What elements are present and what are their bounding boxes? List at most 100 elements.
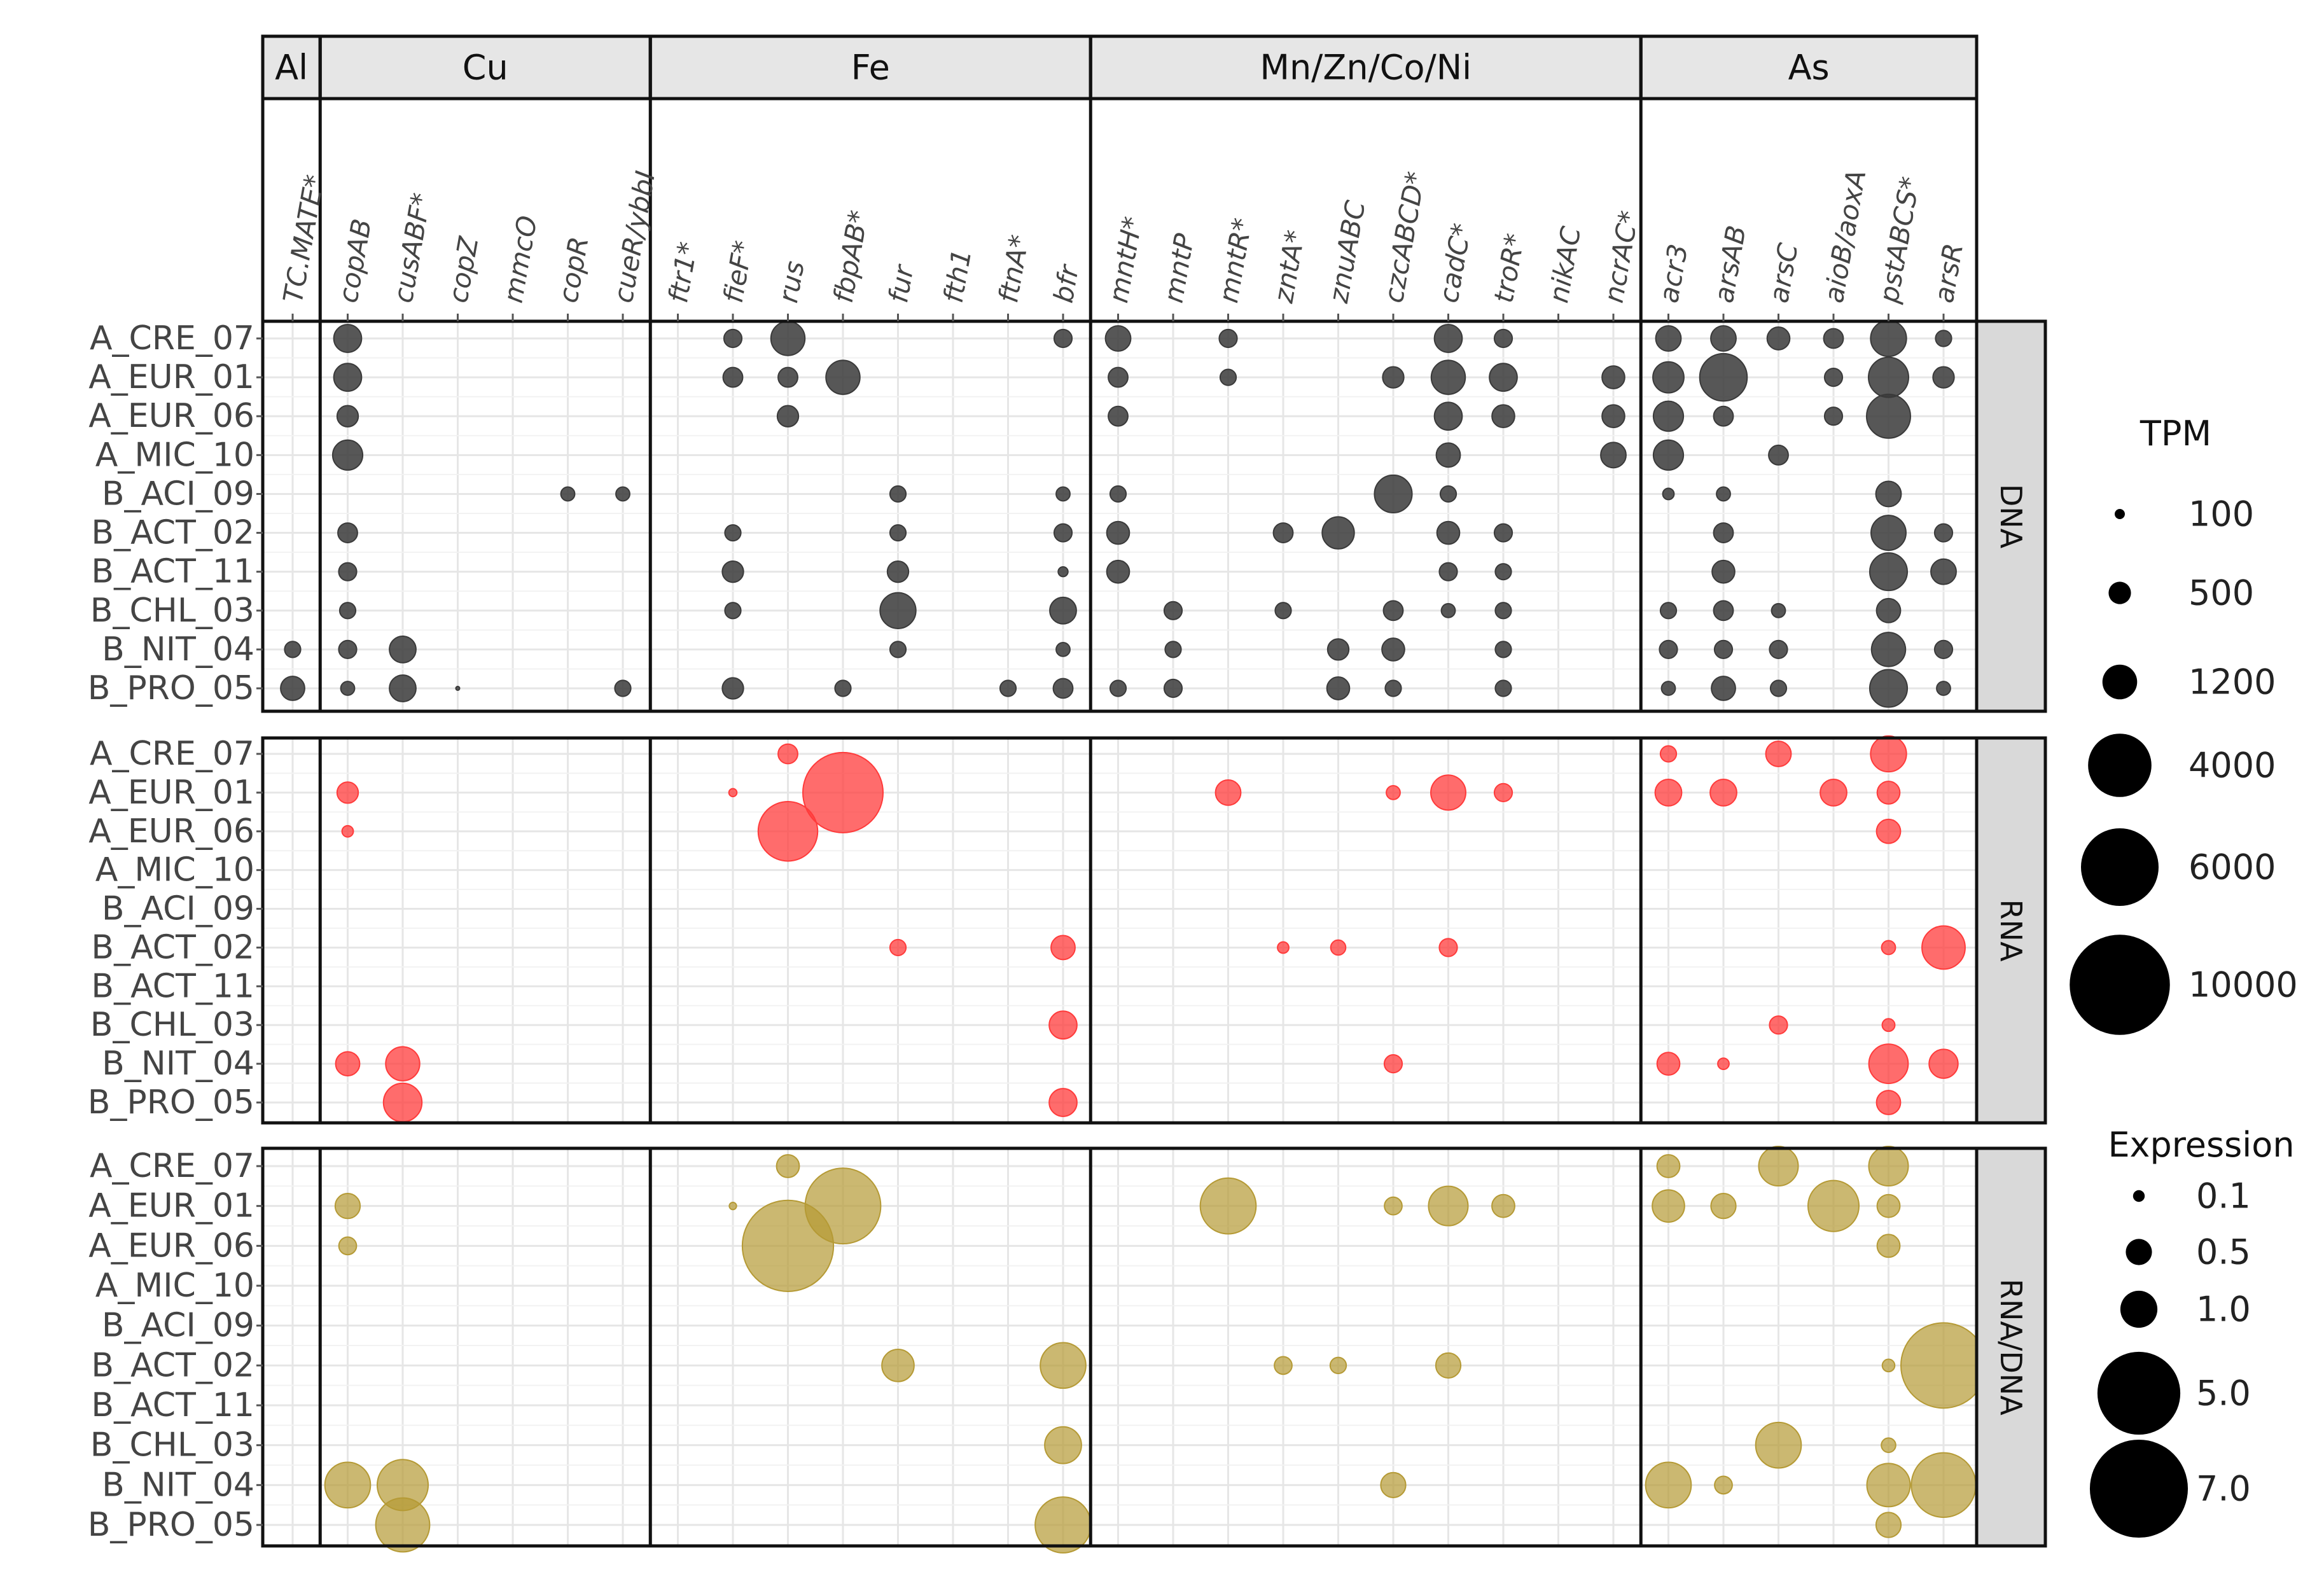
bubble-dna-b-pro-05-cuer-ybbi [614,679,632,697]
bubble-dna-b-nit-04-arsr [1933,639,1954,659]
bubble-rna-a-eur-01-fbpab [802,751,884,833]
bubble-rna-b-chl-03-arsc [1769,1015,1788,1035]
legend-key-tpm [2108,581,2131,604]
gene-label-cusabf: cusABF* [387,191,438,305]
bubble-rna-dna-b-nit-04-czcabcd [1380,1471,1407,1498]
bubble-dna-a-eur-06-rus [776,405,800,428]
gene-label-ftr1: ftr1* [662,239,704,305]
genome-label-b-act-02: B_ACT_02 [91,1346,254,1384]
gene-label-mnth: mntH* [1103,214,1148,305]
bubble-rna-b-act-02-bfr [1050,935,1076,961]
legend-key-expression [2097,1351,2181,1435]
bubble-dna-b-aci-09-acr3 [1662,487,1675,501]
bubble-dna-b-nit-04-cusabf [389,635,417,664]
bubble-rna-dna-b-nit-04-acr3 [1645,1461,1692,1509]
genome-label-a-eur-01: A_EUR_01 [88,1187,254,1225]
bubble-dna-b-pro-05-copab [340,681,356,696]
bubble-rna-dna-a-eur-06-pstabcs [1876,1234,1901,1258]
size-legends: TPM 100 500 1200 4000 6000 10000 Expression 0.1 0… [2070,414,2298,1538]
legend-label-tpm: 500 [2188,573,2254,613]
panel-strip-label: DNA [1994,484,2028,549]
bubble-dna-b-pro-05-pstabcs [1868,669,1909,708]
bubble-dna-b-aci-09-pstabcs [1875,480,1902,508]
bubble-dna-b-pro-05-fbpab [834,679,852,697]
bubble-dna-b-act-02-copab [337,522,358,543]
gene-label-rus: rus [772,258,811,305]
bubble-rna-a-cre-07-pstabcs [1870,735,1907,773]
bubble-rna-b-pro-05-cusabf [382,1082,423,1123]
panel-strip [1975,319,2047,713]
bubble-rna-dna-a-eur-01-fief [728,1202,737,1211]
bubble-rna-dna-a-eur-01-aiob-aoxa [1807,1179,1860,1232]
bubble-rna-a-eur-01-pstabcs [1876,781,1901,805]
bubble-rna-dna-a-eur-06-rus [741,1199,835,1292]
bubble-dna-a-eur-06-pstabcs [1865,393,1912,439]
bubble-rna-dna-b-nit-04-copab [324,1461,372,1509]
legend-label-expression: 1.0 [2196,1290,2251,1330]
bubble-dna-b-pro-05-arsr [1936,681,1951,696]
bubble-rna-dna-a-cre-07-acr3 [1656,1154,1681,1178]
bubble-rna-a-eur-06-rus [757,801,819,862]
bubble-rna-a-eur-06-pstabcs [1875,818,1902,844]
genome-label-a-mic-10: A_MIC_10 [95,1267,254,1305]
panel-strips: DNA RNA RNA/DNA [1975,319,2047,1548]
bubble-rna-a-eur-01-tror [1493,783,1513,802]
bubble-rna-dna-b-pro-05-cusabf [375,1497,431,1553]
bubble-rna-b-chl-03-pstabcs [1881,1018,1896,1033]
bubble-dna-a-eur-01-fbpab [825,359,861,395]
gene-label-ncrac: ncrAC* [1598,208,1645,305]
bubble-dna-b-chl-03-copab [338,602,357,620]
bubble-dna-a-eur-01-mnth [1108,366,1129,388]
bubble-rna-a-eur-01-acr3 [1654,778,1683,807]
genome-label-a-cre-07: A_CRE_07 [90,319,254,358]
genome-label-b-aci-09: B_ACI_09 [102,475,254,513]
bubble-dna-b-chl-03-fur [879,592,917,629]
bubble-dna-b-aci-09-czcabcd [1374,474,1413,513]
gene-label-ftna: ftnA* [992,232,1035,305]
bubble-dna-a-cre-07-tror [1493,328,1513,349]
bubble-dna-a-mic-10-copab [331,439,364,471]
genome-label-b-chl-03: B_CHL_03 [90,1006,254,1044]
bubble-dna-b-chl-03-mntp [1163,601,1183,620]
bubble-dna-b-nit-04-znuabc [1326,638,1350,661]
genome-label-b-aci-09: B_ACI_09 [102,1307,254,1345]
bubble-dna-b-aci-09-arsab [1716,486,1731,502]
bubble-dna-b-act-11-cadc [1438,562,1458,581]
gene-label-copz: copZ [442,233,485,305]
bubble-rna-dna-a-cre-07-arsc [1758,1145,1799,1187]
bubble-dna-a-eur-06-acr3 [1652,400,1685,432]
bubble-rna-dna-b-act-02-znta [1274,1356,1293,1375]
panel-strip [1975,736,2047,1125]
genome-label-b-pro-05: B_PRO_05 [88,1506,254,1544]
bubble-rna-dna-b-nit-04-arsab [1714,1475,1733,1495]
bubble-dna-b-act-02-tror [1493,523,1513,543]
bubble-dna-a-mic-10-acr3 [1652,439,1685,471]
genome-label-b-act-11: B_ACT_11 [91,1386,254,1424]
panel-frames [261,319,1979,1548]
legend-label-expression: 0.5 [2196,1232,2251,1272]
bubble-rna-dna-b-act-02-pstabcs [1881,1358,1896,1373]
bubble-rna-a-cre-07-acr3 [1659,745,1678,763]
bubble-dna-b-aci-09-mnth [1109,485,1127,503]
genome-label-b-nit-04: B_NIT_04 [102,630,254,669]
bubble-dna-a-cre-07-pstabcs [1870,319,1907,358]
gene-label-fief: fieF* [718,239,759,305]
bubble-rna-dna-b-act-02-cadc [1435,1352,1462,1379]
genome-label-b-act-02: B_ACT_02 [91,928,254,966]
bubble-dna-a-eur-01-cadc [1430,359,1466,395]
genome-label-a-eur-06: A_EUR_06 [88,1227,254,1265]
bubble-dna-a-eur-01-ncrac [1601,365,1625,389]
bubble-dna-b-pro-05-acr3 [1660,681,1676,696]
bubble-rna-dna-b-act-02-fur [881,1349,915,1382]
bubble-dna-b-act-02-fur [889,524,907,542]
bubble-rna-dna-b-nit-04-pstabcs [1866,1463,1911,1508]
bubble-dna-a-eur-01-arsab [1699,352,1748,402]
bubble-dna-b-act-11-fief [721,560,744,583]
bubble-dna-b-nit-04-arsc [1769,639,1788,659]
bubble-rna-dna-a-eur-01-acr3 [1652,1189,1685,1223]
bubble-dna-a-eur-01-aiob-aoxa [1823,368,1844,387]
genome-labels: A_CRE_07A_EUR_01A_EUR_06A_MIC_10B_ACI_09… [88,319,263,1544]
bubble-dna-b-chl-03-cadc [1440,602,1456,618]
gene-label-cadc: cadC* [1433,221,1477,305]
bubble-dna-b-pro-05-copz [455,686,461,691]
